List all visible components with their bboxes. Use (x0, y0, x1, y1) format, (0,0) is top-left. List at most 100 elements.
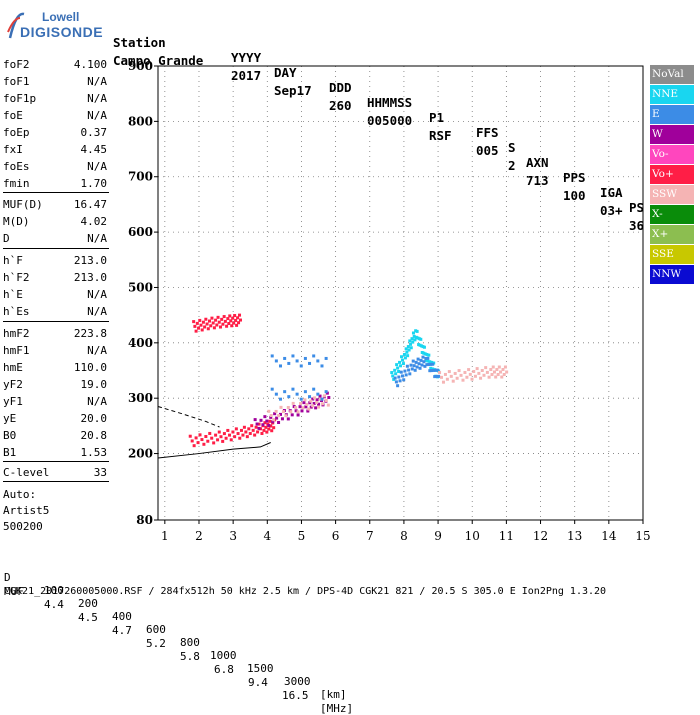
trace-point (423, 364, 427, 368)
trace-point (443, 372, 447, 376)
trace-point (438, 371, 442, 375)
trace-point (264, 425, 268, 429)
x-tick-label: 2 (195, 529, 203, 543)
trace-point (245, 435, 249, 439)
trace-point (404, 347, 408, 351)
trace-point (303, 356, 307, 360)
trace-point (404, 373, 408, 377)
digisonde-logo: Lowell DIGISONDE (6, 8, 106, 42)
legend-item-x-plus: X+ (650, 225, 694, 244)
trace-point (295, 359, 299, 363)
trace-point (196, 441, 200, 445)
trace-point (242, 425, 246, 429)
trace-point (259, 418, 263, 422)
trace-point (303, 398, 307, 402)
trace-point (426, 356, 430, 360)
trace-point (270, 387, 274, 391)
trace-point (296, 413, 300, 417)
trace-point (270, 429, 274, 433)
trace-point (214, 433, 218, 437)
x-tick-label: 11 (499, 529, 514, 543)
hdr-label-axn: AXN (526, 155, 549, 170)
trace-point (422, 345, 426, 349)
trace-point (398, 360, 402, 364)
trace-point (489, 368, 493, 372)
x-tick-label: 13 (567, 529, 582, 543)
trace-point (254, 425, 258, 429)
trace-point (457, 369, 461, 373)
trace-point (497, 365, 501, 369)
param-row: C-level 33 (3, 466, 107, 479)
param-row: h`F2 213.0 (3, 271, 107, 284)
trace-point (284, 414, 288, 418)
trace-point (206, 327, 210, 331)
trace-point (286, 417, 290, 421)
param-row: foF2 4.100 (3, 58, 107, 71)
trace-point (308, 401, 312, 405)
trace-point (210, 316, 214, 320)
hdr-label-ps: PS (629, 200, 645, 215)
trace-point (228, 433, 232, 437)
trace-point (445, 377, 449, 381)
trace-point (227, 321, 231, 325)
trace-point (289, 410, 293, 414)
y-tick-label: 300 (128, 391, 153, 405)
trace-point (410, 367, 414, 371)
trace-point (430, 369, 434, 373)
footer-distance-row: D 100 200 400 600 800 1000 1500 3000 [km… (4, 571, 347, 701)
legend-item-x-minus: X- (650, 205, 694, 224)
trace-point (419, 358, 423, 362)
trace-point (279, 405, 283, 409)
trace-point (281, 410, 285, 414)
trace-point (208, 431, 212, 435)
trace-point (426, 359, 430, 363)
trace-point (463, 370, 467, 374)
trace-point (223, 319, 227, 323)
trace-point (251, 428, 255, 432)
trace-point (401, 362, 405, 366)
trace-point (326, 403, 330, 407)
hdr-value-iga: 03+ (600, 203, 623, 218)
trace-point (210, 436, 214, 440)
chart-grid (154, 65, 644, 524)
x-tick-label: 5 (298, 529, 306, 543)
trace-point (269, 424, 273, 428)
trace-point (312, 401, 316, 405)
trace-point (267, 423, 271, 427)
trace-point (399, 370, 403, 374)
trace-point (294, 409, 298, 413)
trace-point (314, 406, 318, 410)
trace-point (475, 367, 479, 371)
legend-item-nne: NNE (650, 85, 694, 104)
param-row: M(D) 4.02 (3, 215, 107, 228)
trace-point (247, 427, 251, 431)
trace-point (311, 404, 315, 408)
trace-point (407, 368, 411, 372)
trace-point (220, 317, 224, 321)
trace-point (233, 435, 237, 439)
trace-point (201, 320, 205, 324)
trace-point (315, 398, 319, 402)
trace-point (413, 368, 417, 372)
x-tick-label: 10 (465, 529, 480, 543)
trace-point (428, 360, 432, 364)
trace-point (238, 318, 242, 322)
hdr-label-station: Station (113, 35, 166, 50)
trace-point (470, 377, 474, 381)
trace-point (318, 394, 322, 398)
hdr-label-pps: PPS (563, 170, 586, 185)
trace-point (396, 384, 400, 388)
trace-point (212, 441, 216, 445)
trace-point (417, 362, 421, 366)
trace-point (390, 371, 394, 375)
trace-point (465, 375, 469, 379)
trace-point (455, 376, 459, 380)
trace-point (299, 364, 303, 368)
trace-point (239, 428, 243, 432)
trace-point (484, 366, 488, 370)
trace-point (202, 442, 206, 446)
trace-point (437, 374, 441, 378)
trace-point (233, 314, 237, 318)
trace-point (217, 430, 221, 434)
trace-point (440, 375, 444, 379)
